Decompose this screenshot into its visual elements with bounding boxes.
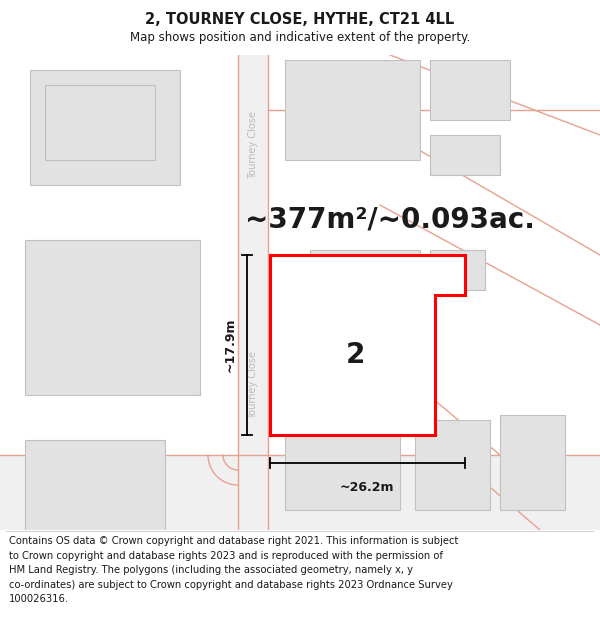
Text: Contains OS data © Crown copyright and database right 2021. This information is : Contains OS data © Crown copyright and d…	[9, 536, 458, 604]
Bar	[285, 60, 420, 160]
Bar	[45, 85, 155, 160]
Text: 2: 2	[346, 341, 365, 369]
Bar	[430, 135, 500, 175]
Bar	[0, 455, 600, 530]
Polygon shape	[270, 255, 465, 435]
Bar	[310, 250, 420, 350]
Text: Map shows position and indicative extent of the property.: Map shows position and indicative extent…	[130, 31, 470, 44]
Bar	[25, 240, 200, 395]
Bar	[430, 60, 510, 120]
Text: 2, TOURNEY CLOSE, HYTHE, CT21 4LL: 2, TOURNEY CLOSE, HYTHE, CT21 4LL	[145, 12, 455, 27]
Bar	[500, 415, 565, 510]
Bar	[415, 420, 490, 510]
Text: ~17.9m: ~17.9m	[224, 318, 237, 372]
Bar	[285, 410, 400, 510]
Text: Tourney Close: Tourney Close	[248, 351, 258, 419]
Bar	[238, 55, 268, 530]
Bar	[25, 440, 165, 530]
Text: Tourney Close: Tourney Close	[248, 111, 258, 179]
Bar	[430, 250, 485, 290]
Bar	[30, 70, 180, 185]
Text: ~377m²/~0.093ac.: ~377m²/~0.093ac.	[245, 206, 535, 234]
Text: ~26.2m: ~26.2m	[340, 481, 394, 494]
